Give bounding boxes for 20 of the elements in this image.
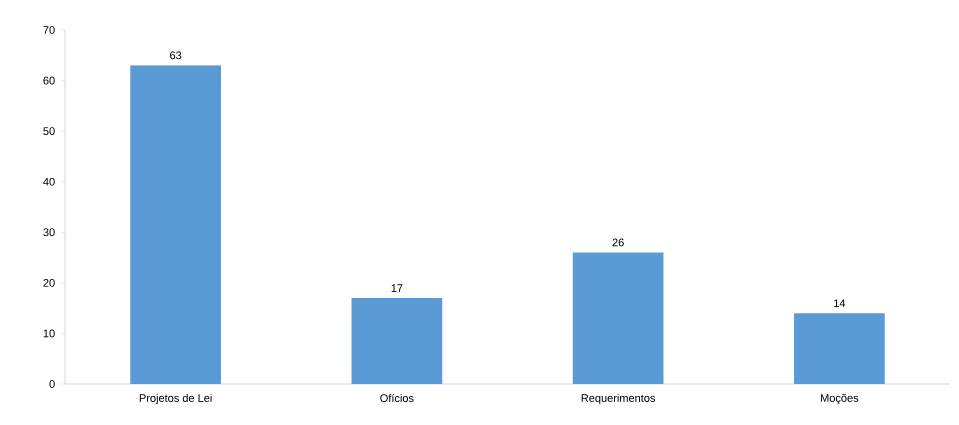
data-label: 26: [612, 238, 624, 246]
y-tick-label: 40: [43, 178, 55, 186]
y-tick-label: 10: [44, 330, 55, 338]
bar: [130, 65, 221, 384]
x-tick-label: Ofícios: [380, 394, 414, 402]
y-tick-label: 30: [43, 228, 55, 236]
x-tick-label: Moções: [821, 394, 858, 404]
bar: [794, 313, 885, 384]
data-label: 63: [170, 51, 182, 60]
bar: [352, 298, 442, 384]
data-label: 17: [392, 284, 402, 292]
data-label: 14: [834, 299, 846, 307]
y-tick-label: 50: [43, 127, 55, 136]
y-tick-label: 70: [43, 26, 55, 34]
x-tick-label: Projetos de Lei: [140, 394, 212, 404]
y-tick-label: 20: [43, 278, 55, 287]
y-tick-label: 60: [43, 76, 55, 84]
y-tick-label: 0: [49, 380, 55, 388]
x-tick-label: Requerimentos: [582, 394, 656, 404]
bar: [572, 252, 664, 384]
